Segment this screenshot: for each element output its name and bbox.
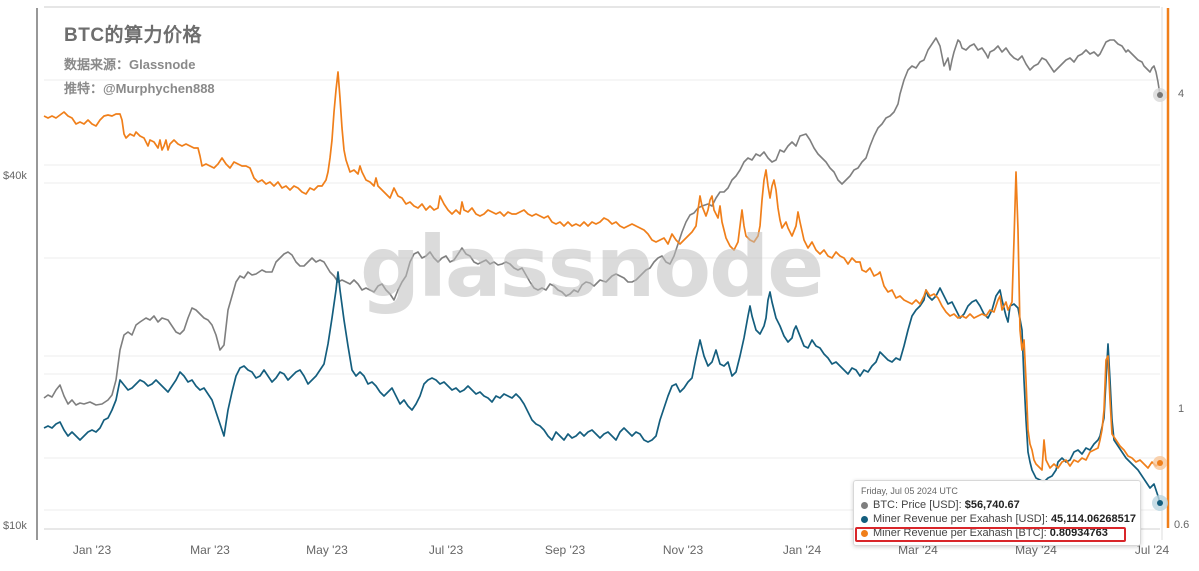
left-axis-tick-10k: $10k [3,520,27,532]
gridlines [44,79,1160,530]
x-tick-sep-23: Sep '23 [544,543,586,557]
x-tick-jul-24: Jul '24 [1134,543,1170,557]
tooltip-date: Friday, Jul 05 2024 UTC [861,486,958,496]
tooltip-row-miner-rev-usd: Miner Revenue per Exahash [USD]: 45,114.… [861,512,1136,526]
tooltip-series-name: BTC: Price [USD] [873,499,959,511]
btc-price-dot-icon [861,501,868,509]
tooltip-series-value: $56,740.67 [964,499,1020,511]
right-axis-tick-1: 1 [1178,403,1185,415]
x-tick-mar-23: Mar '23 [190,543,230,557]
tooltip-row-btc-price: BTC: Price [USD]: $56,740.67 [861,498,1133,512]
tooltip-series-value: 0.80934763 [1049,527,1108,539]
btc-price-hover-point[interactable] [1157,92,1163,98]
tooltip-series-name: Miner Revenue per Exahash [BTC] [873,527,1044,539]
x-tick-jan-24: Jan '24 [782,543,822,557]
series-miner-rev-usd[interactable] [43,271,1161,504]
x-tick-may-24: May '24 [1015,543,1057,557]
x-tick-may-23: May '23 [306,543,348,557]
chart-header: BTC的算力价格 数据来源：Glassnode 推特：@Murphychen88… [64,20,215,97]
chart-title: BTC的算力价格 [64,25,203,46]
x-tick-mar-24: Mar '24 [898,543,938,557]
x-tick-jan-23: Jan '23 [72,543,112,557]
miner-rev-usd-hover-point[interactable] [1157,500,1163,506]
hover-tooltip: Friday, Jul 05 2024 UTC BTC: Price [USD]… [853,480,1141,546]
x-tick-jul-23: Jul '23 [428,543,464,557]
tooltip-series-value: 45,114.06268517 [1050,513,1136,525]
miner-rev-usd-dot-icon [861,515,868,523]
tooltip-series-name: Miner Revenue per Exahash [USD] [873,513,1045,525]
glassnode-watermark: glassnode [360,218,824,316]
series-btc-price[interactable] [43,37,1161,406]
source-credit: 数据来源：Glassnode [64,57,196,72]
right-axis-tick-4: 4 [1178,88,1185,100]
series-miner-rev-btc[interactable] [43,71,1161,471]
right-axis-tick-0-6: 0.6 [1174,519,1190,531]
author-credit: 推特：@Murphychen888 [64,81,215,96]
tooltip-row-miner-rev-btc: Miner Revenue per Exahash [BTC]: 0.80934… [861,526,1133,540]
miner-rev-btc-hover-point[interactable] [1157,460,1163,466]
left-axis-tick-40k: $40k [3,170,27,182]
x-tick-nov-23: Nov '23 [662,543,704,557]
miner-rev-btc-dot-icon [861,529,868,537]
